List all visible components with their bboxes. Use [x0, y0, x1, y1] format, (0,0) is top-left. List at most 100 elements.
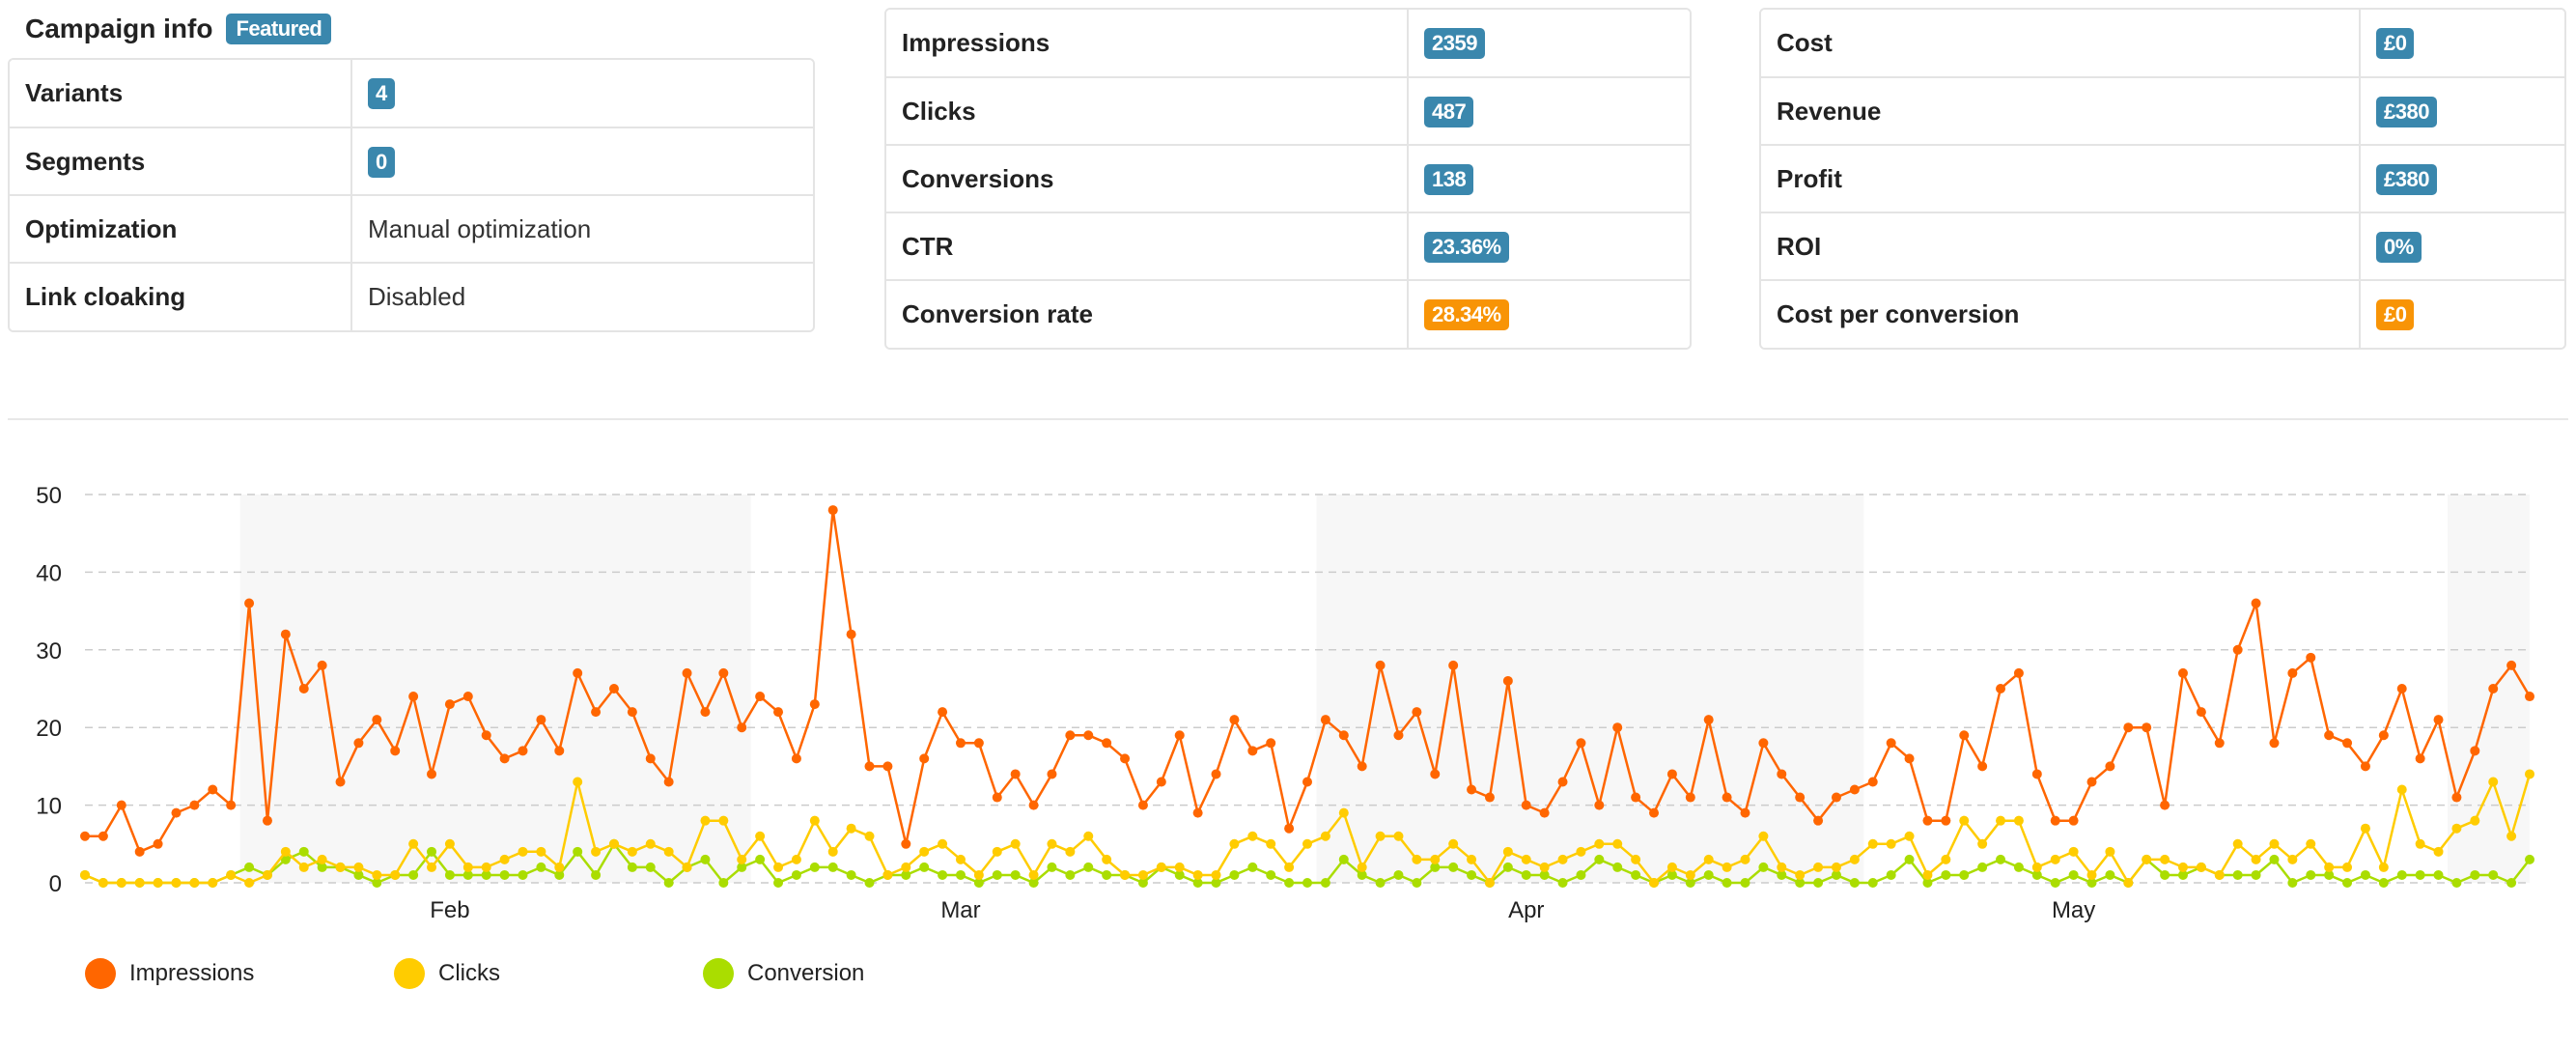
data-point-clicks — [2123, 878, 2134, 888]
data-point-conversion — [1886, 869, 1896, 880]
money-value-badge: £380 — [2376, 163, 2437, 195]
legend-item-clicks[interactable]: Clicks — [394, 958, 703, 989]
data-point-clicks — [2050, 854, 2060, 864]
data-point-conversion — [280, 854, 291, 864]
data-point-impressions — [700, 707, 711, 718]
money-row: ROI 0% — [1761, 212, 2564, 281]
data-point-impressions — [1922, 815, 1933, 826]
money-row: Cost per conversion £0 — [1761, 280, 2564, 348]
data-point-conversion — [591, 869, 602, 880]
money-value-badge: 0% — [2376, 231, 2422, 263]
campaign-info-panel: Campaign info Featured Variants 4 Segments… — [8, 0, 815, 332]
data-point-clicks — [2196, 862, 2206, 872]
data-point-impressions — [1266, 738, 1276, 749]
y-tick-label: 10 — [36, 794, 62, 820]
data-point-impressions — [1448, 660, 1459, 670]
data-point-conversion — [2160, 869, 2170, 880]
data-point-clicks — [2251, 854, 2261, 864]
data-point-conversion — [1047, 862, 1057, 872]
data-point-clicks — [1849, 854, 1860, 864]
data-point-conversion — [809, 862, 820, 872]
data-point-clicks — [1102, 854, 1112, 864]
data-point-clicks — [2105, 846, 2115, 857]
data-point-impressions — [2324, 730, 2335, 741]
data-point-clicks — [1649, 878, 1660, 888]
chart-shaded-band — [239, 495, 751, 883]
featured-badge: Featured — [226, 14, 332, 44]
data-point-conversion — [2232, 869, 2243, 880]
data-point-conversion — [1338, 854, 1349, 864]
y-tick-label: 0 — [49, 871, 62, 897]
y-tick-label: 20 — [36, 716, 62, 742]
data-point-clicks — [1174, 862, 1185, 872]
data-point-clicks — [2142, 854, 2152, 864]
data-point-impressions — [1247, 746, 1258, 756]
data-point-impressions — [1722, 792, 1732, 803]
data-point-conversion — [901, 869, 911, 880]
data-point-conversion — [554, 869, 565, 880]
legend-item-impressions[interactable]: Impressions — [85, 958, 394, 989]
data-point-clicks — [554, 862, 565, 872]
data-point-impressions — [1685, 792, 1695, 803]
data-point-conversion — [773, 878, 784, 888]
data-point-conversion — [298, 846, 309, 857]
data-point-impressions — [1996, 684, 2006, 693]
data-point-impressions — [80, 831, 90, 841]
data-point-conversion — [827, 862, 838, 872]
data-point-clicks — [938, 838, 948, 849]
data-point-impressions — [1357, 761, 1367, 772]
data-point-clicks — [298, 862, 309, 872]
data-point-clicks — [1211, 869, 1221, 880]
campaign-value-text: Disabled — [368, 282, 466, 311]
data-point-impressions — [1740, 807, 1750, 818]
data-point-conversion — [481, 869, 491, 880]
data-point-clicks — [1375, 831, 1386, 841]
data-point-clicks — [901, 862, 911, 872]
data-point-impressions — [1484, 792, 1495, 803]
data-point-impressions — [226, 800, 237, 810]
data-point-impressions — [992, 792, 1002, 803]
traffic-row-value-cell: 23.36% — [1408, 212, 1690, 281]
data-point-impressions — [573, 667, 583, 678]
data-point-impressions — [536, 715, 546, 725]
data-point-conversion — [1430, 862, 1441, 872]
data-point-impressions — [1302, 777, 1312, 787]
data-point-impressions — [1430, 769, 1441, 779]
money-row-value-cell: £0 — [2360, 10, 2564, 78]
data-point-clicks — [1302, 838, 1312, 849]
data-point-impressions — [1502, 675, 1513, 686]
data-point-impressions — [901, 838, 911, 849]
x-tick-label: Mar — [940, 897, 980, 923]
data-point-clicks — [98, 878, 108, 888]
data-point-clicks — [955, 854, 966, 864]
money-value-badge: £380 — [2376, 96, 2437, 127]
data-point-clicks — [1120, 869, 1131, 880]
data-point-conversion — [1977, 862, 1988, 872]
data-point-clicks — [1631, 854, 1641, 864]
data-point-clicks — [1795, 869, 1806, 880]
data-point-conversion — [1703, 869, 1714, 880]
data-point-impressions — [2525, 692, 2534, 702]
data-point-impressions — [171, 807, 182, 818]
data-point-impressions — [882, 761, 893, 772]
money-value-badge: £0 — [2376, 28, 2415, 59]
data-point-impressions — [1904, 753, 1915, 764]
data-point-conversion — [627, 862, 637, 872]
data-point-conversion — [955, 869, 966, 880]
data-point-conversion — [372, 878, 382, 888]
traffic-stats-panel: Impressions 2359 Clicks 487 Conversions 138 CT… — [884, 8, 1692, 350]
data-point-impressions — [2086, 777, 2097, 787]
data-point-conversion — [2251, 869, 2261, 880]
data-point-conversion — [663, 878, 674, 888]
money-row-value-cell: £380 — [2360, 145, 2564, 213]
data-point-clicks — [1156, 862, 1166, 872]
traffic-row-value-cell: 487 — [1408, 77, 1690, 146]
data-point-conversion — [2269, 854, 2280, 864]
data-point-clicks — [1557, 854, 1568, 864]
data-point-impressions — [1083, 730, 1094, 741]
data-point-clicks — [645, 838, 656, 849]
data-point-clicks — [2306, 838, 2316, 849]
data-point-impressions — [955, 738, 966, 749]
legend-item-conversion[interactable]: Conversion — [703, 958, 1012, 989]
data-point-clicks — [1467, 854, 1477, 864]
